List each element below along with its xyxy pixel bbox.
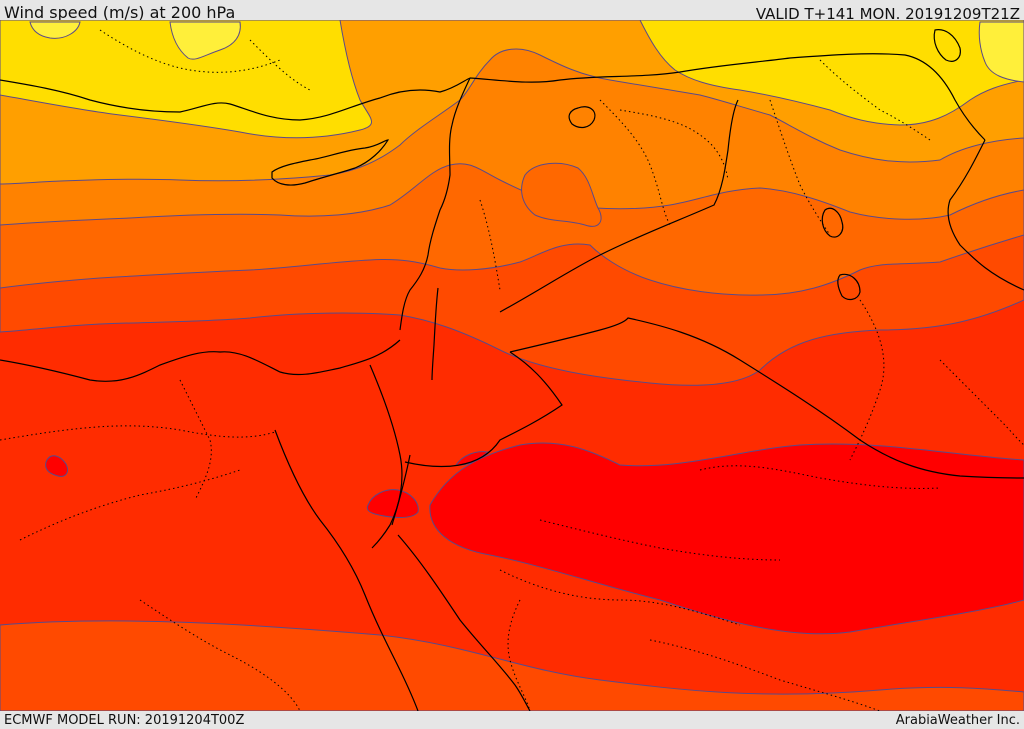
boundary-dotted-15 xyxy=(507,599,531,711)
coastline-redsea-east xyxy=(397,534,531,711)
wind-band-1-east xyxy=(639,20,1024,126)
wind-blob-red-sinai xyxy=(366,489,419,518)
lake-tharthar xyxy=(821,207,844,238)
border-turkey-syria xyxy=(469,53,986,141)
coastline-turkey xyxy=(0,77,471,121)
wind-band-1-yellow-peak xyxy=(169,21,241,60)
valid-time-label: VALID T+141 MON. 20191209T21Z xyxy=(755,5,1020,23)
wind-band-1 xyxy=(0,20,372,139)
boundary-dotted-5 xyxy=(649,639,881,711)
border-syria-iraq xyxy=(499,99,739,313)
jordan-river xyxy=(431,287,439,381)
boundary-dotted-10 xyxy=(819,59,931,141)
coastline-cyprus xyxy=(271,139,390,186)
wind-band-core xyxy=(429,442,1024,635)
wind-band-1-yellow-corner xyxy=(978,21,1024,83)
footer-bar: ECMWF MODEL RUN: 20191204T00Z ArabiaWeat… xyxy=(0,711,1024,729)
boundary-dotted-13 xyxy=(849,299,885,461)
boundary-dotted-9 xyxy=(769,99,831,236)
lake-van xyxy=(568,106,596,129)
boundary-dotted-6 xyxy=(699,465,941,489)
coastline-aqaba xyxy=(391,454,411,526)
boundary-dotted-17 xyxy=(479,199,501,291)
boundary-dotted-3 xyxy=(139,599,301,711)
boundary-dotted-14 xyxy=(939,359,1024,446)
coastline-redsea-west xyxy=(274,429,419,711)
model-run-label: ECMWF MODEL RUN: 20191204T00Z xyxy=(4,713,245,728)
boundary-dotted-7 xyxy=(539,519,781,561)
border-iran xyxy=(947,139,1024,291)
wind-blob-orange-syria xyxy=(521,162,602,227)
coastline-sinai xyxy=(369,364,403,549)
map-title: Wind speed (m/s) at 200 hPa xyxy=(4,3,236,22)
admin-boundaries xyxy=(0,29,1024,711)
coastline-levant xyxy=(399,77,471,331)
credit-label: ArabiaWeather Inc. xyxy=(895,713,1020,728)
lake-habbaniyah xyxy=(837,273,861,301)
border-egypt-saudi xyxy=(404,351,563,468)
map-area xyxy=(0,20,1024,711)
boundary-dotted-12 xyxy=(249,39,311,91)
wind-speed-map xyxy=(0,20,1024,711)
title-bar: Wind speed (m/s) at 200 hPa VALID T+141 … xyxy=(0,0,1024,23)
border-jordan-saudi xyxy=(509,317,1024,479)
boundary-dotted-11 xyxy=(99,29,281,73)
wind-blob-red-west xyxy=(45,455,69,477)
coastline-egypt xyxy=(0,339,401,382)
lake-urmia xyxy=(933,29,961,62)
wind-band-1-yellow-nw xyxy=(29,21,81,39)
boundary-dotted-8 xyxy=(599,99,671,226)
coastlines xyxy=(0,29,1024,711)
